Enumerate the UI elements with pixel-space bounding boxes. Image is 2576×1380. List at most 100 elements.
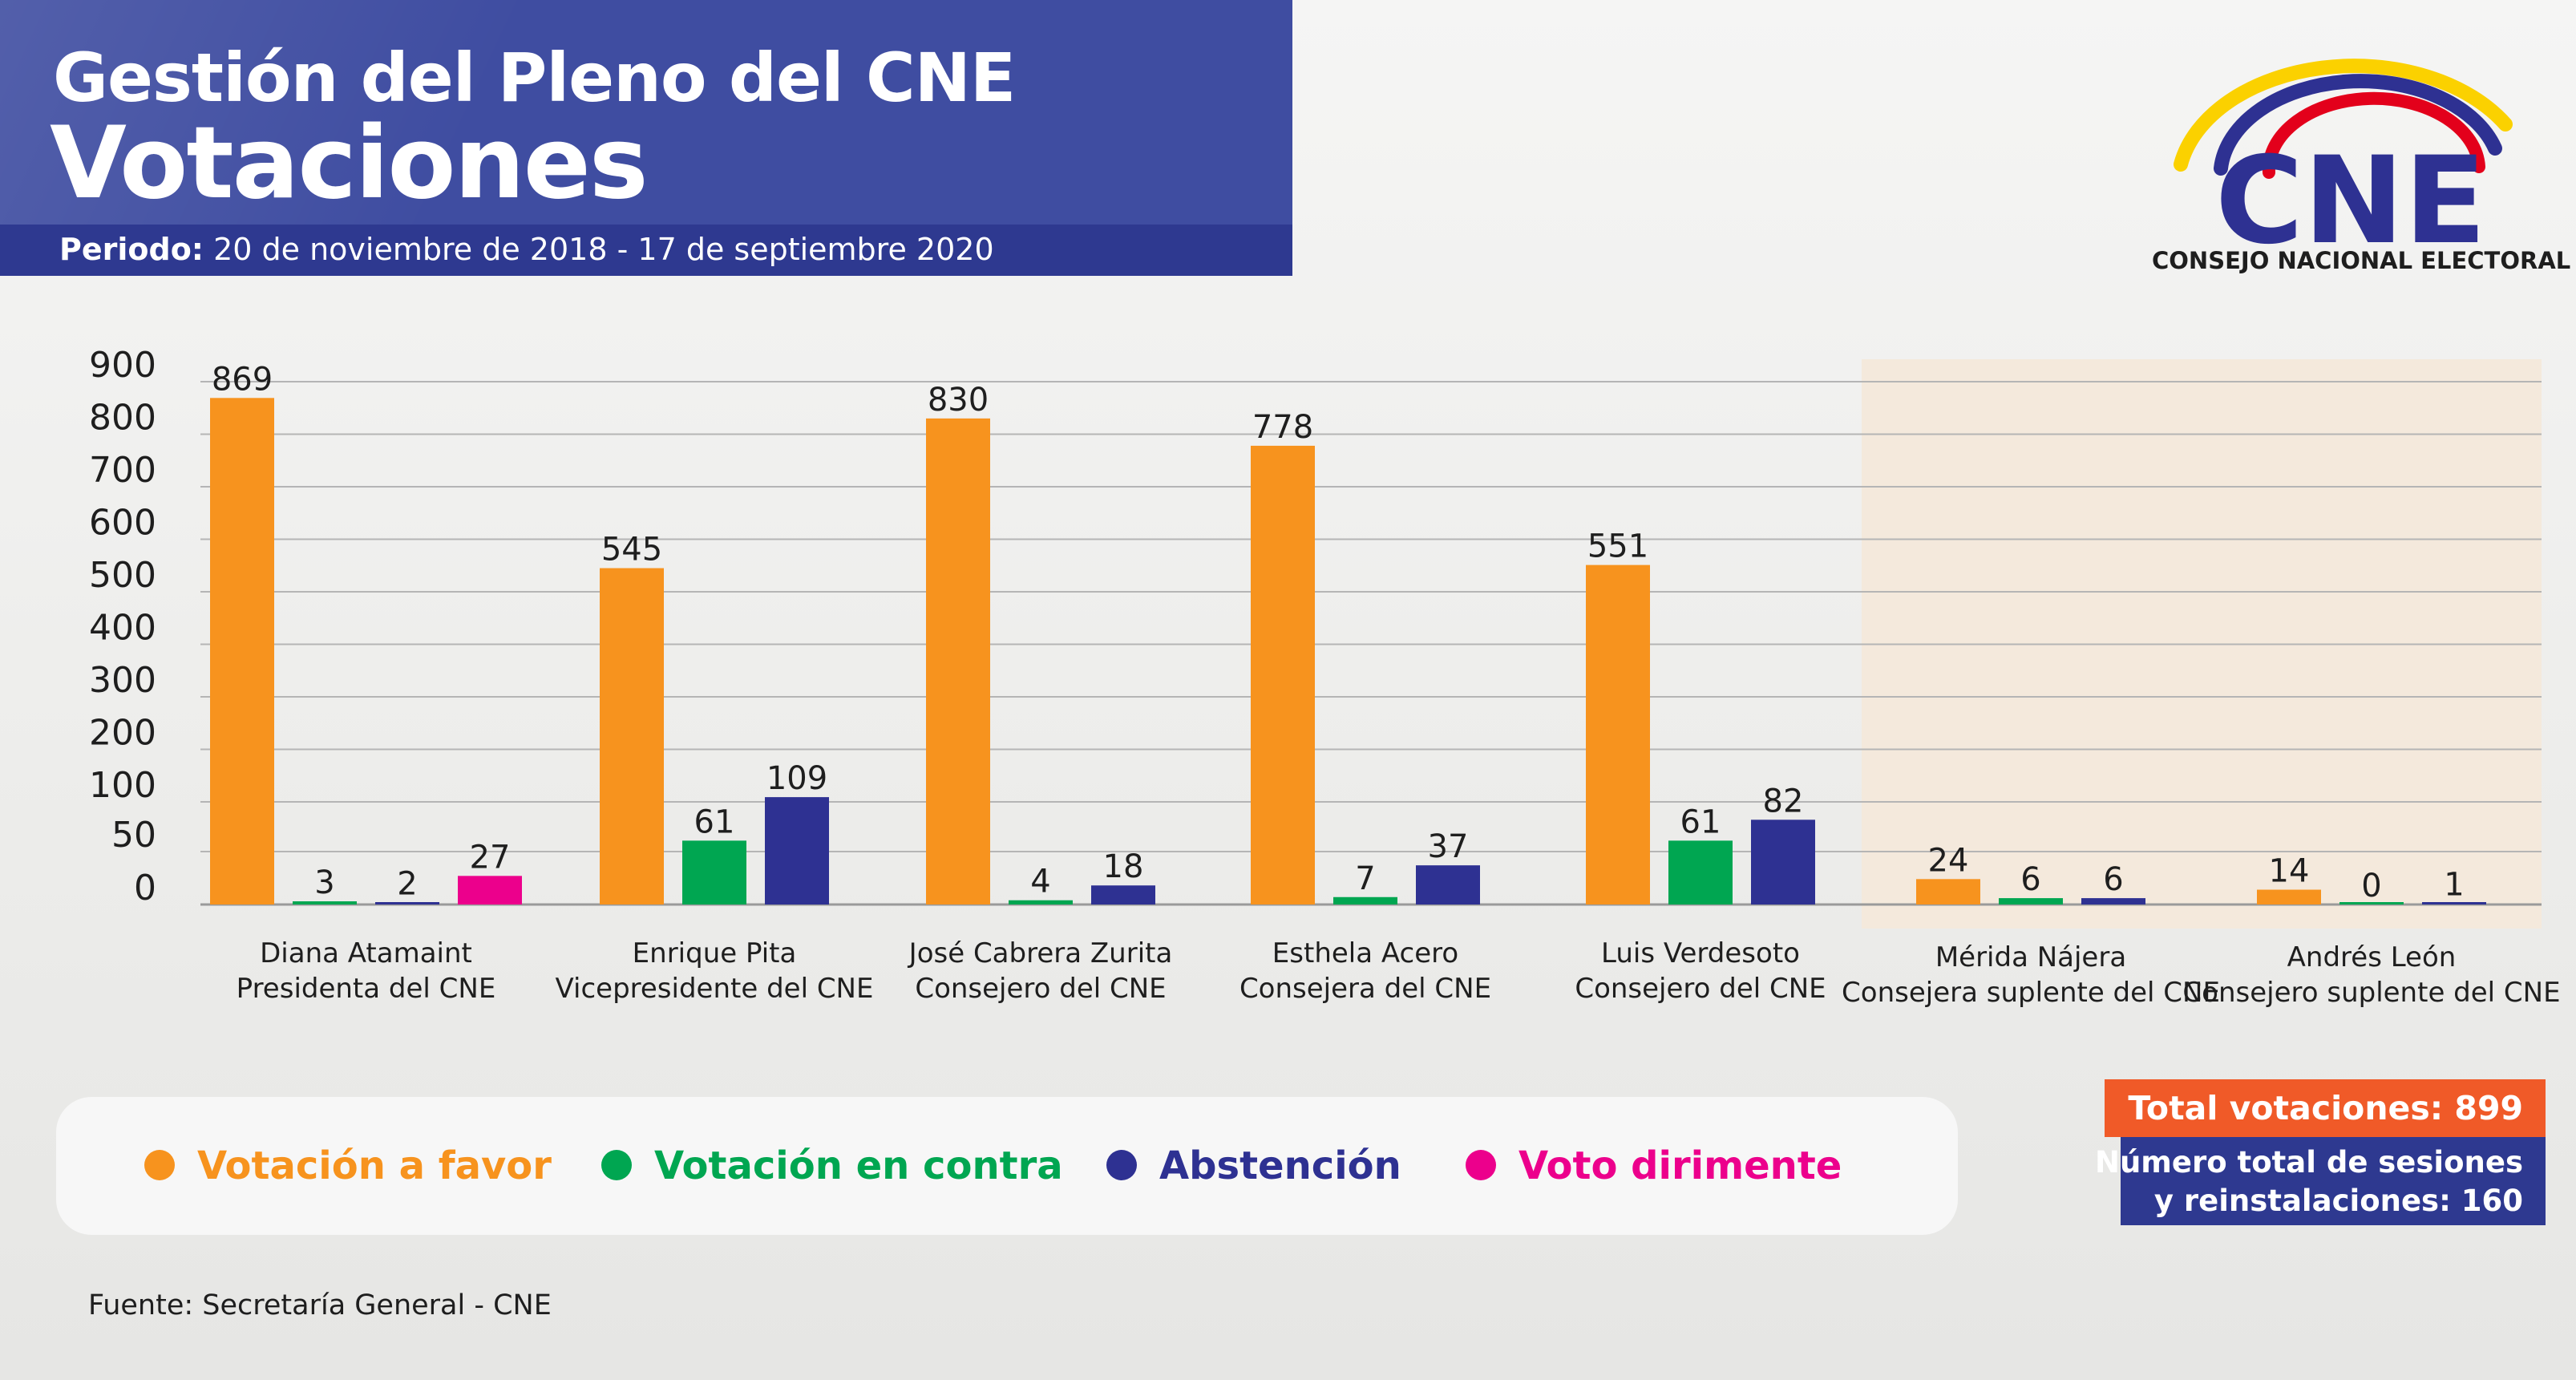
y-tick-label: 600 bbox=[89, 503, 156, 544]
total-sesiones-badge: Número total de sesiones y reinstalacione… bbox=[2095, 1137, 2546, 1225]
legend-dot-favor bbox=[144, 1150, 175, 1180]
y-tick-label: 100 bbox=[89, 765, 156, 806]
bar-value-label: 3 bbox=[314, 864, 334, 901]
period-bar: Periodo: 20 de noviembre de 2018 - 17 de… bbox=[0, 225, 1292, 276]
bar bbox=[1091, 885, 1155, 904]
bar bbox=[1751, 820, 1815, 904]
x-label-role: Consejero del CNE bbox=[1575, 973, 1826, 1005]
bar bbox=[765, 797, 829, 904]
bar bbox=[458, 876, 522, 904]
bar bbox=[1009, 900, 1073, 904]
bar-value-label: 6 bbox=[2020, 861, 2040, 898]
bar-value-label: 82 bbox=[1763, 783, 1804, 820]
y-tick-label: 900 bbox=[89, 345, 156, 386]
x-axis-labels: Diana Atamaint Presidenta del CNE Enrique … bbox=[237, 937, 2561, 1009]
x-label-name: José Cabrera Zurita bbox=[908, 937, 1173, 969]
y-axis-ticks: 0 50 100 200 300 400 500 600 700 800 900 bbox=[89, 345, 156, 909]
page-subtitle: Votaciones bbox=[50, 106, 649, 221]
x-label-name: Mérida Nájera bbox=[1935, 941, 2126, 973]
y-tick-label: 50 bbox=[111, 815, 156, 856]
bar-value-label: 1 bbox=[2444, 867, 2464, 904]
total-votaciones-badge: Total votaciones: 899 bbox=[2105, 1079, 2546, 1137]
period-text: Periodo: 20 de noviembre de 2018 - 17 de… bbox=[59, 232, 994, 267]
x-label-name: Esthela Acero bbox=[1272, 937, 1458, 969]
source-note: Fuente: Secretaría General - CNE bbox=[88, 1289, 552, 1321]
total-sesiones-line1: Número total de sesiones bbox=[2095, 1145, 2523, 1180]
legend-item-favor: Votación a favor bbox=[144, 1143, 552, 1188]
legend-label-abstencion: Abstención bbox=[1159, 1143, 1401, 1188]
y-tick-label: 500 bbox=[89, 555, 156, 596]
bar-value-label: 14 bbox=[2269, 853, 2310, 890]
x-label-role: Consejera del CNE bbox=[1239, 973, 1491, 1005]
bar bbox=[926, 418, 990, 904]
legend-item-abstencion: Abstención bbox=[1106, 1143, 1401, 1188]
bar bbox=[2339, 902, 2404, 904]
y-tick-label: 200 bbox=[89, 713, 156, 754]
legend-dot-dirimente bbox=[1466, 1150, 1496, 1180]
bar bbox=[293, 901, 357, 904]
bar bbox=[2081, 898, 2145, 904]
bar-value-label: 61 bbox=[694, 803, 735, 840]
bar-value-label: 778 bbox=[1252, 409, 1313, 446]
logo-text: CNE bbox=[2215, 132, 2486, 249]
bar bbox=[1416, 865, 1480, 904]
legend-label-dirimente: Voto dirimente bbox=[1519, 1143, 1842, 1188]
legend-dot-abstencion bbox=[1106, 1150, 1137, 1180]
legend-item-dirimente: Voto dirimente bbox=[1466, 1143, 1842, 1188]
total-votaciones-text: Total votaciones: 899 bbox=[2128, 1089, 2523, 1127]
bar-value-label: 24 bbox=[1928, 842, 1969, 879]
bar-value-label: 109 bbox=[766, 760, 827, 797]
x-label-role: Consejero suplente del CNE bbox=[2182, 977, 2560, 1009]
page-title: Gestión del Pleno del CNE bbox=[53, 38, 1016, 117]
period-label: Periodo: bbox=[59, 232, 204, 267]
votes-bar-chart: 0 50 100 200 300 400 500 600 700 800 900 869 3 2 27 54… bbox=[89, 345, 2561, 1009]
x-label-name: Luis Verdesoto bbox=[1601, 937, 1800, 969]
legend-dot-contra bbox=[601, 1150, 632, 1180]
x-label-role: Vicepresidente del CNE bbox=[556, 973, 874, 1005]
x-label-name: Diana Atamaint bbox=[260, 937, 472, 969]
bar-value-label: 7 bbox=[1355, 860, 1375, 897]
legend: Votación a favor Votación en contra Abst… bbox=[56, 1097, 1958, 1235]
bar-value-labels: 869 3 2 27 545 61 109 830 4 18 778 7 37 551 61 82 24 6 6 14… bbox=[212, 361, 2465, 904]
bar-value-label: 18 bbox=[1103, 848, 1144, 885]
y-tick-label: 400 bbox=[89, 608, 156, 649]
cne-logo-icon: CNE bbox=[2174, 59, 2513, 271]
bar bbox=[2257, 889, 2321, 904]
cne-logo: CNE CONSEJO NACIONAL ELECTORAL bbox=[2152, 32, 2570, 281]
legend-item-contra: Votación en contra bbox=[601, 1143, 1063, 1188]
x-label-role: Consejera suplente del CNE bbox=[1842, 977, 2220, 1009]
legend-label-contra: Votación en contra bbox=[654, 1143, 1063, 1188]
y-tick-label: 700 bbox=[89, 450, 156, 491]
bar-value-label: 61 bbox=[1680, 803, 1721, 840]
bars bbox=[210, 398, 2486, 904]
y-tick-label: 0 bbox=[134, 868, 156, 909]
x-label-role: Presidenta del CNE bbox=[237, 973, 496, 1005]
y-tick-label: 300 bbox=[89, 660, 156, 701]
legend-label-favor: Votación a favor bbox=[197, 1143, 552, 1188]
bar-value-label: 4 bbox=[1030, 864, 1050, 900]
y-tick-label: 800 bbox=[89, 398, 156, 439]
bar bbox=[682, 840, 746, 904]
bar bbox=[1251, 445, 1315, 904]
bar bbox=[375, 902, 439, 904]
logo-subtitle: CONSEJO NACIONAL ELECTORAL bbox=[2152, 247, 2571, 274]
total-sesiones-text: Número total de sesiones y reinstalacione… bbox=[2095, 1143, 2523, 1220]
bar-value-label: 0 bbox=[2361, 868, 2381, 904]
bar-value-label: 869 bbox=[212, 361, 273, 398]
bar bbox=[1668, 840, 1733, 904]
bar-value-label: 551 bbox=[1587, 528, 1648, 565]
header-sheen bbox=[0, 0, 1292, 225]
period-value: 20 de noviembre de 2018 - 17 de septiemb… bbox=[204, 232, 994, 267]
bar bbox=[2422, 902, 2486, 904]
bar bbox=[1916, 879, 1980, 904]
bar-value-label: 27 bbox=[470, 839, 511, 876]
bar bbox=[210, 398, 274, 904]
bar bbox=[600, 568, 664, 904]
x-label-name: Enrique Pita bbox=[633, 937, 797, 969]
bar-value-label: 37 bbox=[1428, 828, 1469, 865]
x-label-role: Consejero del CNE bbox=[915, 973, 1166, 1005]
bar-value-label: 2 bbox=[397, 865, 417, 902]
bar-value-label: 830 bbox=[928, 382, 989, 419]
x-label-name: Andrés León bbox=[2287, 941, 2457, 973]
bar bbox=[1999, 898, 2063, 904]
